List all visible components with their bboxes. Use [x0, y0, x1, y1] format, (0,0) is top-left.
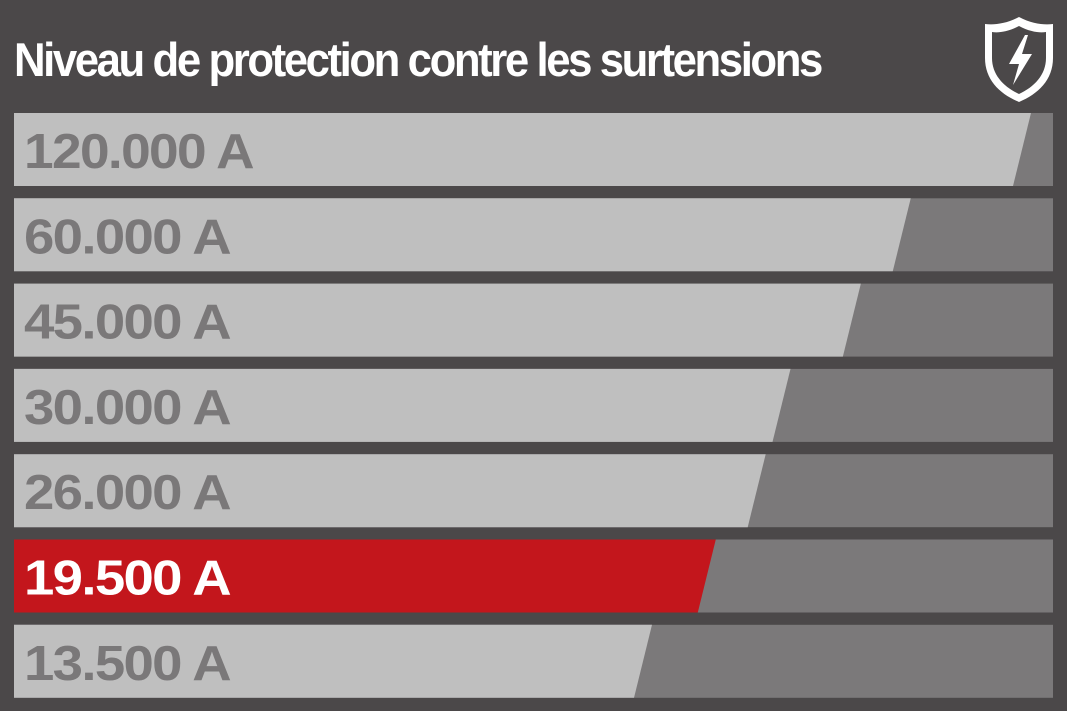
bar: [14, 368, 791, 442]
bar: [14, 624, 652, 698]
bar: [14, 198, 911, 272]
bar-value-label: 13.500 A: [24, 637, 231, 691]
lightning-shield-icon: [985, 17, 1053, 102]
bar-value-label: 60.000 A: [24, 210, 231, 264]
bar: [14, 283, 861, 357]
bar: [14, 454, 766, 528]
chart-title: Niveau de protection contre les surtensi…: [14, 33, 823, 86]
bar-value-label: 26.000 A: [24, 466, 231, 520]
bar-value-label: 120.000 A: [24, 125, 254, 179]
bar-value-label: 45.000 A: [24, 296, 231, 350]
bar-highlight: [14, 539, 716, 613]
bar: [14, 113, 1031, 186]
bar-value-label: 30.000 A: [24, 381, 231, 435]
bar-value-label: 19.500 A: [24, 552, 231, 606]
